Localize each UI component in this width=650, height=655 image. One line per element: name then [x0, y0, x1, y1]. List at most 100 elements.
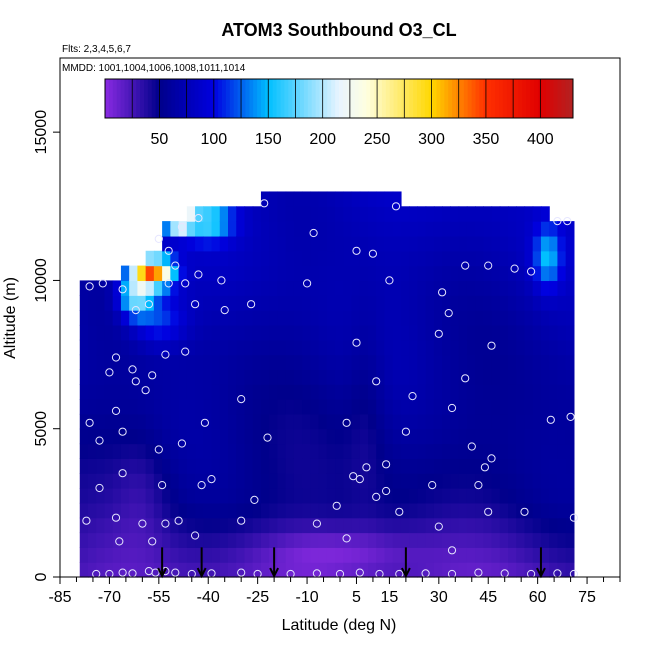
heatmap-cell — [343, 295, 353, 311]
heatmap-cell — [228, 206, 237, 222]
heatmap-cell — [508, 532, 517, 548]
heatmap-cell — [260, 280, 270, 296]
observation-point — [342, 418, 351, 427]
heatmap-cell — [302, 191, 311, 207]
heatmap-cell — [532, 428, 542, 445]
heatmap-cell — [359, 517, 369, 534]
heatmap-cell — [153, 502, 163, 519]
heatmap-cell — [491, 280, 501, 296]
heatmap-cell — [508, 206, 517, 222]
heatmap-cell — [392, 221, 402, 237]
observation-point — [171, 568, 180, 577]
observation-point — [115, 537, 124, 546]
heatmap-cell — [244, 473, 254, 489]
heatmap-cell — [368, 295, 377, 311]
heatmap-cell — [293, 428, 303, 445]
heatmap-cell — [219, 324, 229, 341]
observation-point — [177, 439, 186, 448]
heatmap-cell — [153, 428, 163, 445]
colorbar-swatch — [530, 79, 535, 118]
colorbar-swatch — [229, 79, 235, 118]
heatmap-cell — [499, 413, 509, 430]
heatmap-cell — [359, 458, 369, 474]
heatmap-cell — [433, 473, 443, 489]
heatmap-cell — [277, 502, 287, 519]
flight-profile-markers — [157, 547, 546, 579]
heatmap-cell — [195, 532, 204, 548]
heatmap-cell — [351, 191, 361, 207]
heatmap-cell — [376, 295, 386, 311]
heatmap-cell — [549, 473, 559, 489]
heatmap-cell — [285, 384, 295, 400]
heatmap-cell — [310, 221, 320, 237]
heatmap-cell — [162, 369, 171, 385]
heatmap-cell — [145, 310, 155, 326]
heatmap-cell — [153, 443, 163, 459]
heatmap-cell — [236, 280, 246, 296]
colorbar-swatch — [467, 79, 473, 118]
heatmap-cell — [516, 235, 526, 252]
heatmap-cell — [170, 473, 180, 489]
heatmap-cell — [326, 235, 336, 252]
heatmap-cell — [335, 221, 344, 237]
heatmap-cell — [252, 310, 262, 326]
heatmap-cell — [549, 502, 559, 519]
heatmap-cell — [359, 206, 369, 222]
heatmap-cell — [433, 339, 443, 356]
heatmap-cell — [433, 295, 443, 311]
heatmap-cell — [112, 443, 122, 459]
colorbar-swatch — [339, 79, 344, 118]
heatmap-cell — [79, 384, 89, 400]
heatmap-cell — [343, 517, 353, 534]
heatmap-cell — [293, 206, 303, 222]
heatmap-cell — [203, 443, 213, 459]
heatmap-cell — [351, 369, 361, 385]
heatmap-cell — [211, 324, 221, 341]
heatmap-cell — [433, 458, 443, 474]
heatmap-cell — [508, 443, 517, 459]
heatmap-cell — [137, 295, 147, 311]
heatmap-cell — [442, 458, 451, 474]
heatmap-cell — [178, 517, 188, 534]
heatmap-cell — [310, 488, 320, 504]
heatmap-cell — [508, 547, 517, 563]
heatmap-cell — [79, 399, 89, 415]
heatmap-cell — [244, 324, 254, 341]
heatmap-cell — [203, 399, 213, 415]
x-tick-label: 5 — [352, 589, 361, 606]
heatmap-cell — [409, 235, 419, 252]
heatmap-cell — [417, 413, 427, 430]
heatmap-cell — [326, 384, 336, 400]
heatmap-cell — [491, 517, 501, 534]
heatmap-cell — [524, 235, 534, 252]
heatmap-cell — [425, 310, 435, 326]
heatmap-cell — [145, 384, 155, 400]
x-tick-label: -10 — [295, 589, 318, 606]
heatmap-cell — [540, 562, 550, 578]
heatmap-cell — [228, 235, 237, 252]
heatmap-cell — [466, 354, 476, 370]
heatmap-cell — [409, 369, 419, 385]
heatmap-cell — [549, 235, 559, 252]
heatmap-cell — [524, 339, 534, 356]
heatmap-cell — [211, 458, 221, 474]
heatmap-cell — [244, 295, 254, 311]
heatmap-cell — [466, 458, 476, 474]
heatmap-cell — [285, 428, 295, 445]
heatmap-cell — [376, 369, 386, 385]
heatmap-cell — [540, 547, 550, 563]
heatmap-cell — [417, 280, 427, 296]
heatmap-cell — [450, 532, 460, 548]
heatmap-cell — [318, 517, 328, 534]
heatmap-cell — [326, 547, 336, 563]
heatmap-cell — [549, 354, 559, 370]
heatmap-cell — [211, 517, 221, 534]
heatmap-cell — [178, 488, 188, 504]
colorbar-swatch — [526, 79, 531, 118]
heatmap-cell — [310, 532, 320, 548]
heatmap-cell — [368, 310, 377, 326]
heatmap-cell — [466, 339, 476, 356]
observation-point — [247, 300, 256, 309]
heatmap-cell — [104, 517, 114, 534]
heatmap-cell — [170, 250, 180, 267]
